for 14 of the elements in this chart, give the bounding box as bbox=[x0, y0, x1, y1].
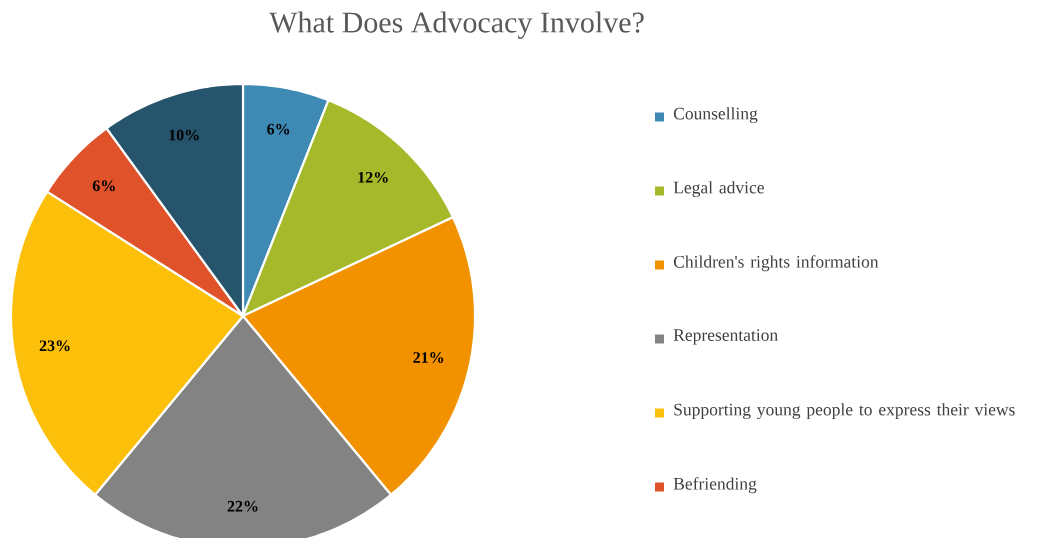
chart-title: What Does Advocacy Involve? bbox=[269, 11, 644, 39]
data-label: 21% bbox=[413, 352, 444, 363]
data-label: 22% bbox=[227, 500, 258, 512]
data-label: 23% bbox=[39, 340, 70, 352]
data-label: 6% bbox=[92, 180, 115, 192]
data-label: 6% bbox=[267, 123, 290, 135]
legend-label: Representation bbox=[673, 329, 778, 345]
legend-label: Children's rights information bbox=[673, 255, 879, 272]
data-label: 10% bbox=[169, 129, 199, 141]
data-label: 12% bbox=[358, 171, 388, 183]
legend-label: Supporting young people to express their views bbox=[674, 403, 1015, 420]
legend-label: Befriending bbox=[673, 477, 757, 494]
legend-label: Counselling bbox=[673, 107, 758, 124]
legend-label: Legal advice bbox=[673, 181, 764, 198]
